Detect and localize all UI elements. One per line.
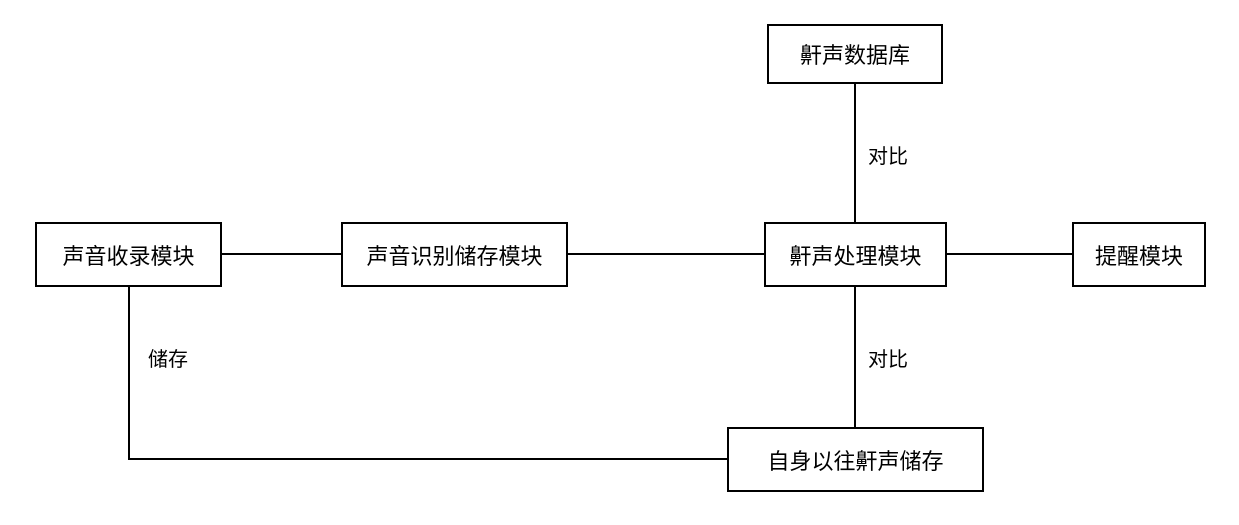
node-label: 声音收录模块 bbox=[62, 239, 194, 271]
node-label: 声音识别储存模块 bbox=[366, 239, 542, 271]
node-label: 提醒模块 bbox=[1095, 239, 1183, 271]
node-sound-recog-store: 声音识别储存模块 bbox=[341, 222, 568, 287]
edge-label-store: 储存 bbox=[148, 343, 188, 372]
node-remind: 提醒模块 bbox=[1072, 222, 1206, 287]
node-self-history: 自身以往鼾声储存 bbox=[727, 427, 984, 492]
node-snore-process: 鼾声处理模块 bbox=[764, 222, 947, 287]
node-label: 鼾声处理模块 bbox=[789, 239, 921, 271]
node-label: 鼾声数据库 bbox=[800, 38, 910, 70]
node-label: 自身以往鼾声储存 bbox=[767, 444, 943, 476]
edge-db-to-process bbox=[854, 84, 856, 222]
edge-record-to-recog bbox=[222, 253, 341, 255]
node-sound-record: 声音收录模块 bbox=[35, 222, 222, 287]
edge-recog-to-process bbox=[568, 253, 764, 255]
edge-record-to-history-v bbox=[128, 287, 130, 460]
edge-label-compare-top: 对比 bbox=[868, 140, 908, 169]
edge-process-to-history bbox=[854, 287, 856, 427]
edge-process-to-remind bbox=[947, 253, 1072, 255]
node-snore-db: 鼾声数据库 bbox=[767, 24, 943, 84]
edge-record-to-history-h bbox=[128, 458, 727, 460]
edge-label-compare-bottom: 对比 bbox=[868, 343, 908, 372]
